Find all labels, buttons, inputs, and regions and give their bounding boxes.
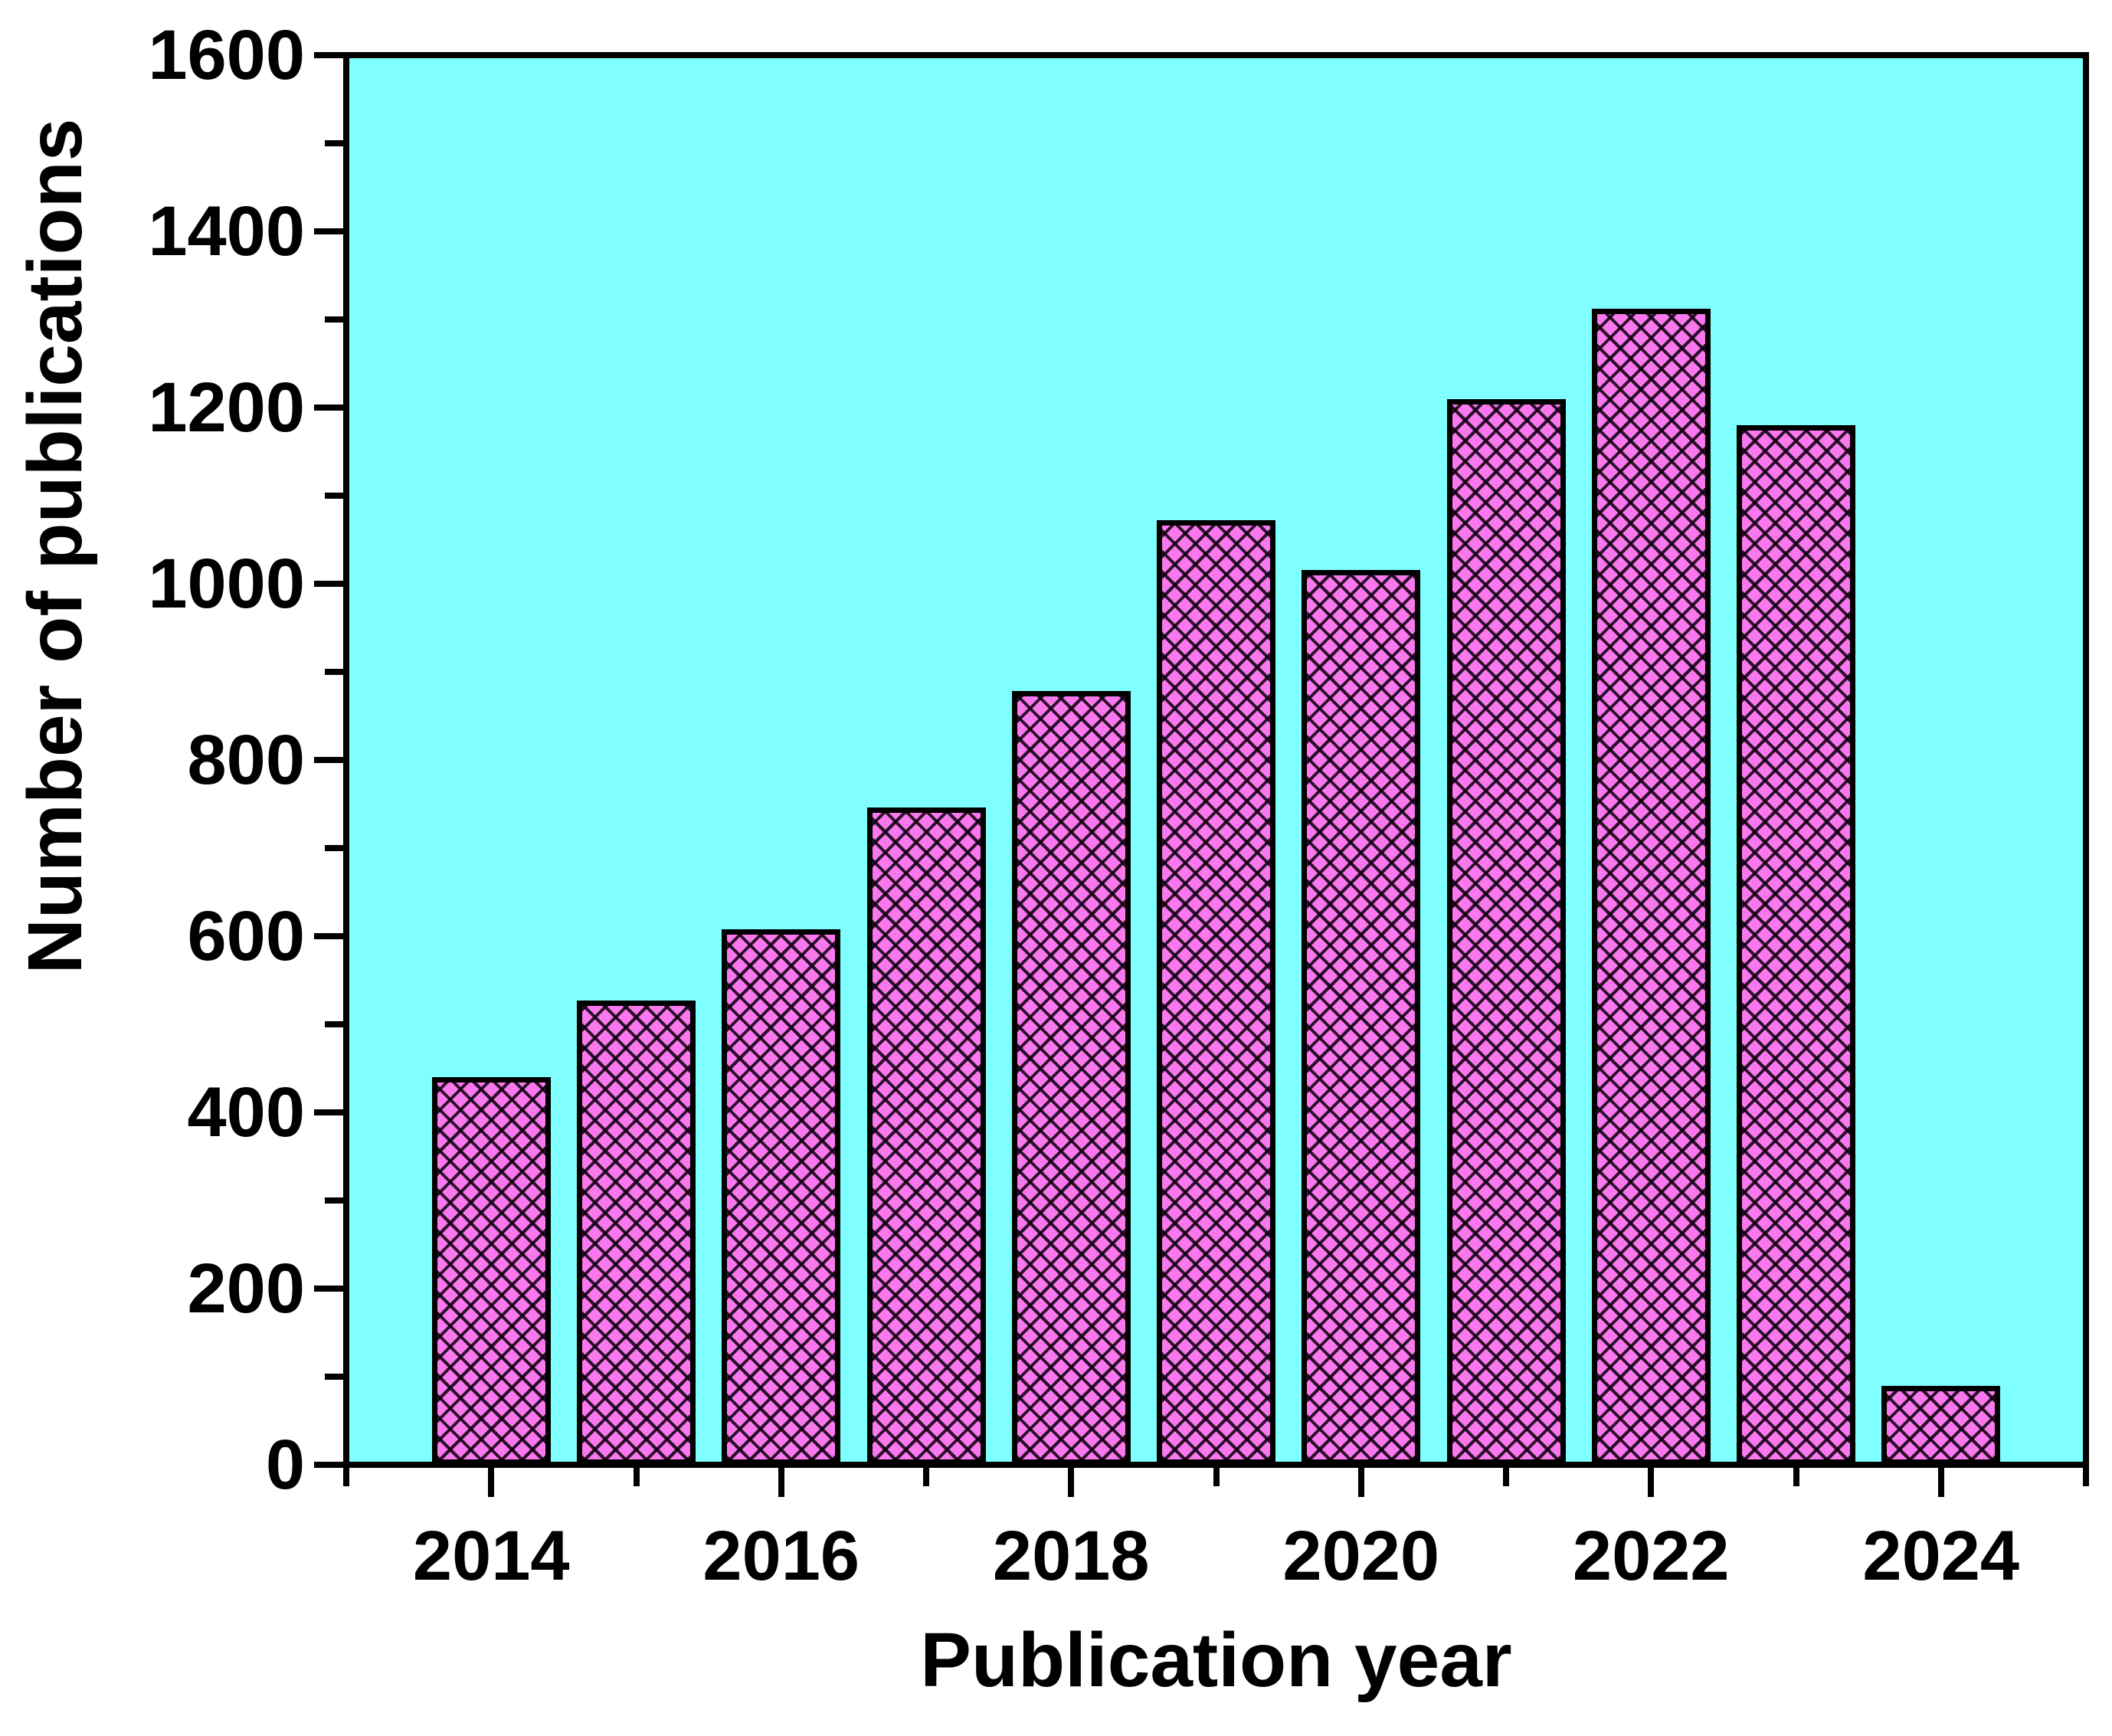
x-minor-tick-2013 <box>343 1468 349 1486</box>
x-major-tick-2018 <box>1068 1468 1075 1497</box>
bar-2022 <box>1591 309 1711 1465</box>
y-tick-label-1600: 1600 <box>148 16 305 94</box>
y-major-tick-200 <box>314 1286 343 1292</box>
x-major-tick-2016 <box>778 1468 784 1497</box>
x-minor-tick-2023 <box>1793 1468 1799 1486</box>
y-minor-tick-1100 <box>325 493 343 499</box>
bar-2017 <box>866 807 986 1465</box>
bar-2024 <box>1881 1385 2001 1465</box>
bar-2016 <box>722 929 841 1465</box>
bar-2019 <box>1157 520 1275 1465</box>
bar-2014 <box>431 1077 551 1465</box>
y-tick-label-800: 800 <box>187 721 306 799</box>
y-tick-label-0: 0 <box>265 1426 305 1504</box>
y-major-tick-1200 <box>314 405 343 411</box>
y-major-tick-800 <box>314 757 343 763</box>
x-major-tick-2022 <box>1648 1468 1655 1497</box>
y-minor-tick-1300 <box>325 316 343 323</box>
x-minor-tick-2021 <box>1503 1468 1509 1486</box>
bar-2021 <box>1446 398 1566 1465</box>
x-minor-tick-2015 <box>633 1468 640 1486</box>
y-major-tick-400 <box>314 1109 343 1115</box>
y-major-tick-1400 <box>314 228 343 234</box>
y-major-tick-600 <box>314 933 343 939</box>
y-minor-tick-100 <box>325 1374 343 1380</box>
y-minor-tick-1500 <box>325 140 343 146</box>
y-minor-tick-900 <box>325 669 343 675</box>
x-tick-label-2014: 2014 <box>412 1517 570 1595</box>
y-tick-label-600: 600 <box>187 897 306 975</box>
y-minor-tick-300 <box>325 1197 343 1204</box>
y-major-tick-0 <box>314 1462 343 1468</box>
y-tick-label-1200: 1200 <box>148 368 305 447</box>
x-minor-tick-2017 <box>923 1468 929 1486</box>
x-major-tick-2024 <box>1937 1468 1944 1497</box>
x-axis-title: Publication year <box>920 1617 1512 1703</box>
y-tick-label-1400: 1400 <box>148 192 305 270</box>
x-tick-label-2016: 2016 <box>702 1517 860 1595</box>
bar-2015 <box>577 1000 696 1465</box>
y-major-tick-1600 <box>314 52 343 58</box>
bar-2018 <box>1011 691 1131 1465</box>
x-tick-label-2018: 2018 <box>992 1517 1150 1595</box>
x-major-tick-2020 <box>1357 1468 1364 1497</box>
bar-2023 <box>1737 425 1855 1465</box>
x-tick-label-2024: 2024 <box>1862 1517 2020 1595</box>
y-tick-label-200: 200 <box>187 1250 306 1328</box>
x-minor-tick-2019 <box>1213 1468 1220 1486</box>
y-tick-label-400: 400 <box>187 1073 306 1151</box>
y-axis-title: Number of publications <box>12 118 98 974</box>
y-major-tick-1000 <box>314 581 343 587</box>
x-tick-label-2022: 2022 <box>1572 1517 1730 1595</box>
y-tick-label-1000: 1000 <box>148 545 305 623</box>
x-minor-tick-2025 <box>2083 1468 2089 1486</box>
x-tick-label-2020: 2020 <box>1282 1517 1440 1595</box>
x-major-tick-2014 <box>488 1468 495 1497</box>
y-minor-tick-700 <box>325 845 343 851</box>
y-minor-tick-500 <box>325 1021 343 1027</box>
bar-2020 <box>1302 569 1421 1465</box>
